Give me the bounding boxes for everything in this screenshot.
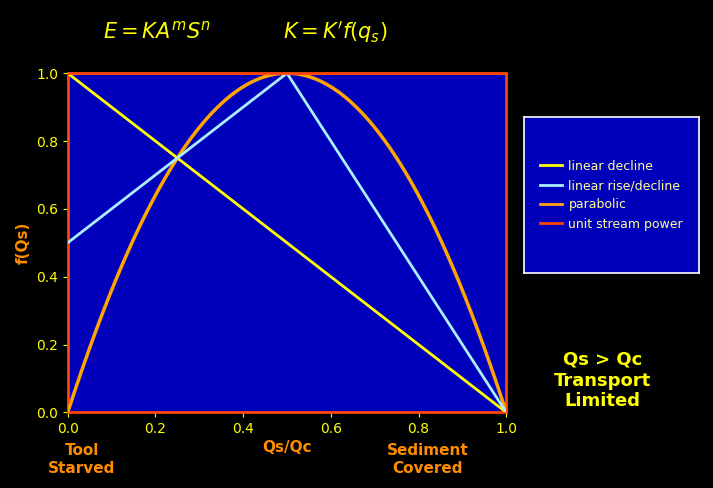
Text: Qs > Qc
Transport
Limited: Qs > Qc Transport Limited [554,351,651,410]
Text: $\it{E = KA^{m}S^{n}}$: $\it{E = KA^{m}S^{n}}$ [103,20,211,43]
Y-axis label: f(Qs): f(Qs) [16,222,31,264]
Text: $\it{K = K'f(q_{s})}$: $\it{K = K'f(q_{s})}$ [283,19,387,45]
Legend: linear decline, linear rise/decline, parabolic, unit stream power: linear decline, linear rise/decline, par… [535,155,688,236]
Text: Sediment
Covered: Sediment Covered [387,444,468,476]
X-axis label: Qs/Qc: Qs/Qc [262,440,312,455]
Text: Tool
Starved: Tool Starved [48,444,116,476]
